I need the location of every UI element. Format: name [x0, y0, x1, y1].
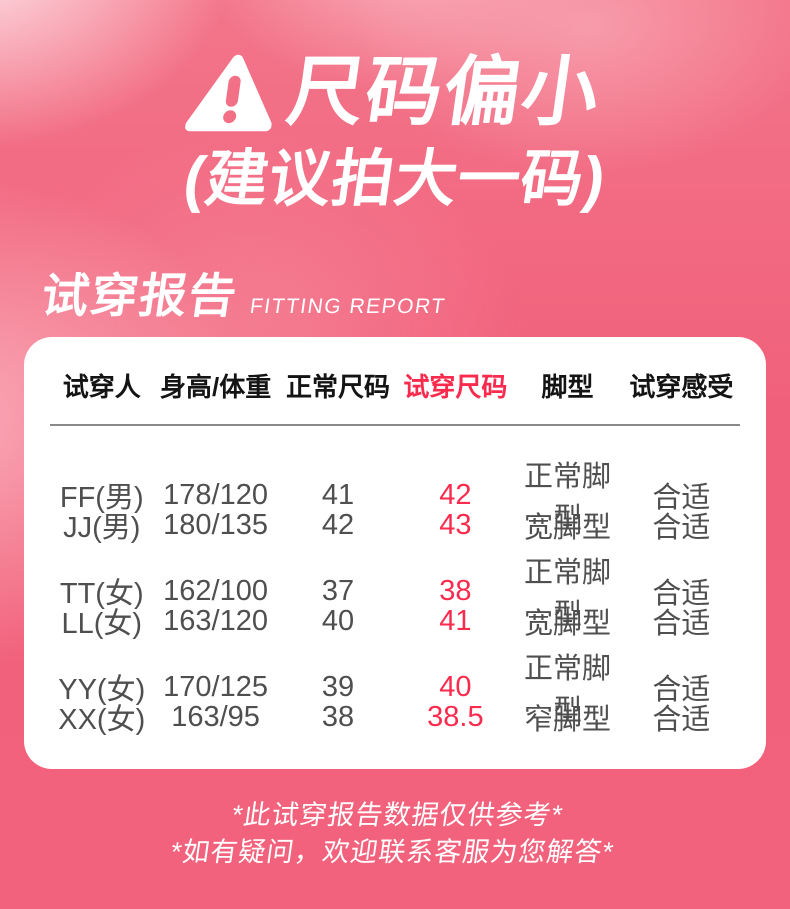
section-title: 试穿报告 — [38, 269, 242, 322]
table-row: TT(女) 162/100 37 38 正常脚型 合适 — [50, 549, 740, 631]
table-cell: 37 — [321, 574, 355, 607]
table-cell: 宽脚型 — [523, 512, 611, 544]
table-body: FF(男) 178/120 41 42 正常脚型 合适 JJ(男) 180/135 42 43 宽脚… — [50, 426, 740, 741]
table-cell: 正常脚型 — [523, 557, 611, 631]
table-header-row: 试穿人 身高/体重 正常尺码 试穿尺码 脚型 试穿感受 — [50, 373, 740, 401]
table-cell: 合适 — [652, 704, 711, 736]
table-cell: YY(女) — [58, 674, 146, 706]
col-header-fitter: 试穿人 — [62, 372, 141, 402]
table-cell: LL(女) — [61, 608, 143, 640]
table-cell: 178/120 — [163, 478, 268, 511]
report-card: 试穿人 身高/体重 正常尺码 试穿尺码 脚型 试穿感受 FF(男) 178/120… — [24, 337, 766, 769]
table-cell: XX(女) — [58, 704, 146, 736]
table-cell: 39 — [321, 670, 355, 703]
table-cell: 180/135 — [163, 508, 268, 541]
table-row: YY(女) 170/125 39 40 正常脚型 合适 — [50, 645, 740, 727]
table-cell: 38 — [321, 700, 355, 733]
section-title-en: FITTING REPORT — [248, 294, 448, 318]
col-header-foot-type: 脚型 — [541, 372, 594, 402]
table-cell: 162/100 — [163, 574, 268, 607]
table-cell: 163/95 — [171, 700, 260, 733]
hero-title-text: 尺码偏小 — [282, 50, 607, 135]
table-cell: 40 — [439, 670, 472, 703]
warning-triangle-icon — [184, 54, 272, 132]
table-cell: 41 — [439, 604, 472, 637]
footer-note-2: *如有疑问，欢迎联系客服为您解答* — [168, 837, 617, 867]
table-cell: 42 — [439, 478, 472, 511]
col-header-fitting-size: 试穿尺码 — [403, 372, 508, 402]
table-cell: 正常脚型 — [523, 461, 611, 535]
table-row: FF(男) 178/120 41 42 正常脚型 合适 — [50, 453, 740, 535]
hero-title: 尺码偏小 — [0, 50, 790, 136]
table-row: JJ(男) 180/135 42 43 宽脚型 合适 — [50, 501, 740, 549]
table-cell: 正常脚型 — [523, 653, 611, 727]
table-cell: 合适 — [652, 578, 711, 610]
table-cell: 宽脚型 — [523, 608, 611, 640]
table-cell: 40 — [321, 604, 355, 637]
table-cell: 合适 — [652, 674, 711, 706]
hero-subtitle: (建议拍大一码) — [179, 145, 611, 214]
table-cell: 42 — [321, 508, 355, 541]
table-cell: FF(男) — [59, 482, 144, 514]
footer-notes: *此试穿报告数据仅供参考* *如有疑问，欢迎联系客服为您解答* — [0, 797, 790, 871]
table-cell: 合适 — [652, 512, 711, 544]
table-cell: 合适 — [652, 608, 711, 640]
table-row: LL(女) 163/120 40 41 宽脚型 合适 — [50, 597, 740, 645]
section-header: 试穿报告 FITTING REPORT — [38, 269, 790, 322]
table-cell: 163/120 — [163, 604, 268, 637]
table-cell: JJ(男) — [63, 512, 141, 544]
col-header-feeling: 试穿感受 — [629, 372, 734, 402]
table-cell: 合适 — [652, 482, 711, 514]
table-cell: 41 — [321, 478, 355, 511]
table-cell: 43 — [439, 508, 472, 541]
table-row: XX(女) 163/95 38 38.5 窄脚型 合适 — [50, 693, 740, 741]
col-header-normal-size: 正常尺码 — [286, 372, 391, 402]
table-cell: 170/125 — [163, 670, 268, 703]
table-cell: TT(女) — [59, 578, 144, 610]
header-divider — [50, 424, 740, 426]
col-header-height-weight: 身高/体重 — [159, 372, 272, 402]
table-cell: 38.5 — [427, 700, 484, 733]
hero-banner: 尺码偏小 (建议拍大一码) — [0, 0, 790, 214]
footer-note-1: *此试穿报告数据仅供参考* — [230, 800, 566, 830]
table-cell: 38 — [439, 574, 472, 607]
table-cell: 窄脚型 — [523, 704, 611, 736]
